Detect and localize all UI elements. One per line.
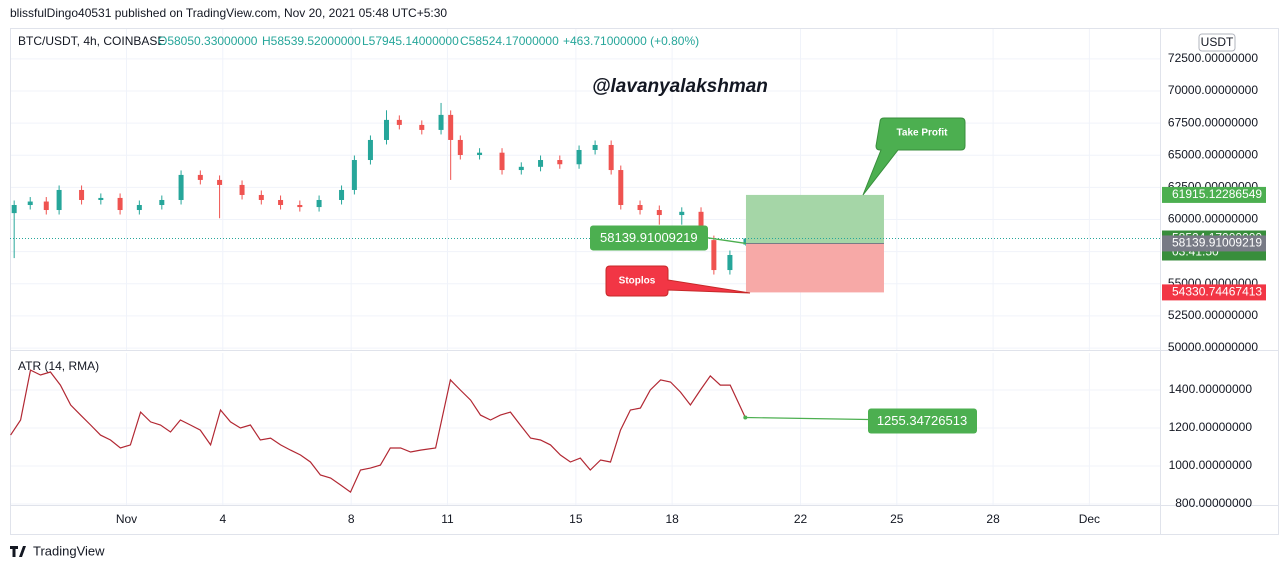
y-tick-label: 50000.00000000 [1168,340,1258,354]
price-tag-label: 61915.12286549 [1172,187,1262,201]
currency-label: USDT [1201,35,1234,49]
y-tick-label: 65000.00000000 [1168,147,1258,161]
candle-body [518,166,524,171]
candle-body [457,139,463,156]
candle-body [557,160,563,165]
ohlc-readout: +463.71000000 (+0.80%) [563,34,699,48]
candle-body [576,149,582,165]
candle-body [656,210,662,216]
candle-body [477,152,483,156]
price-tag [1162,186,1266,203]
candle-body [239,184,245,195]
atr-callout-dot [743,415,748,420]
x-tick-label: 25 [890,512,904,526]
atr-value-label: 1255.34726513 [877,413,967,428]
price-tag [1162,284,1266,301]
candle-body [11,205,17,214]
candle-body [438,114,444,130]
atr-value-tag [868,408,977,434]
candle-body [367,139,373,161]
candle-body [56,189,62,211]
price-tag-label: 54330.74467413 [1172,285,1262,299]
x-tick-label: 15 [569,512,583,526]
candle-body [178,174,184,200]
stop-label: Stoplos [619,276,656,287]
ohlc-readout: O58050.33000000 [158,34,258,48]
x-tick-label: 18 [665,512,679,526]
candle-body [448,114,454,140]
y-tick-label: 1200.00000000 [1169,420,1253,434]
watermark: @lavanyalakshman [592,76,768,97]
candle-body [592,144,598,150]
y-tick-label: 1000.00000000 [1169,458,1253,472]
profit-zone [745,194,884,244]
candle-body [79,189,85,200]
candle-body [278,199,284,206]
currency-button[interactable] [1198,33,1236,52]
publisher-line: blissfulDingo40531 published on TradingV… [10,6,447,20]
candle-body [27,201,33,206]
candle-body [727,255,733,271]
candle-body [117,197,123,211]
candle-body [316,199,322,208]
entry-callout-line [704,236,747,245]
candle-body [711,240,717,271]
y-tick-label: 60000.00000000 [1168,212,1258,226]
candle-body [43,201,49,211]
loss-zone [745,243,884,293]
x-tick-label: 11 [441,512,454,526]
entry-callout [590,225,708,251]
candle-body [538,160,544,167]
candle-body [217,179,223,185]
candle-body [98,197,104,200]
x-tick-label: 8 [348,512,355,526]
footer-brand: TradingView [33,543,105,558]
candle-body [637,205,643,211]
candle-body [297,205,303,208]
symbol-title: BTC/USDT, 4h, COINBASE [18,34,165,48]
y-tick-label: 800.00000000 [1175,496,1252,510]
candle-body [419,124,425,130]
x-tick-label: 28 [986,512,1000,526]
ohlc-readout: H58539.52000000 [262,34,361,48]
candle-body [136,205,142,211]
price-tag-label: 58139.91009219 [1172,236,1262,250]
candle-body [679,211,685,216]
atr-line [10,369,746,494]
candle-body [608,144,614,171]
candle-body [258,194,264,200]
chart-frame [10,28,1279,535]
footer-logo: TradingView [10,543,105,558]
candle-body [351,160,357,190]
price-tag [1162,235,1266,252]
candle-body [197,174,203,180]
candle-body [618,170,624,206]
y-tick-label: 52500.00000000 [1168,308,1258,322]
candle-body [499,152,505,171]
x-tick-label: Dec [1079,512,1100,526]
indicator-title: ATR (14, RMA) [18,359,99,373]
entry-callout-label: 58139.91009219 [600,230,698,245]
y-tick-label: 67500.00000000 [1168,115,1258,129]
x-tick-label: Nov [116,512,137,526]
take-profit-label: Take Profit [897,128,949,139]
ohlc-readout: C58524.17000000 [460,34,559,48]
x-tick-label: 4 [219,512,226,526]
stop-callout [605,265,751,297]
candle-body [159,199,165,206]
logo-mark [10,546,26,557]
atr-callout-line [745,416,869,421]
candle-body [339,189,345,200]
y-tick-label: 1400.00000000 [1169,382,1253,396]
candle-body [396,119,402,125]
ohlc-readout: L57945.14000000 [362,34,459,48]
y-tick-label: 72500.00000000 [1168,51,1258,65]
take-profit-callout [862,117,966,196]
x-tick-label: 22 [794,512,808,526]
y-tick-label: 70000.00000000 [1168,83,1258,97]
candle-body [383,119,389,140]
